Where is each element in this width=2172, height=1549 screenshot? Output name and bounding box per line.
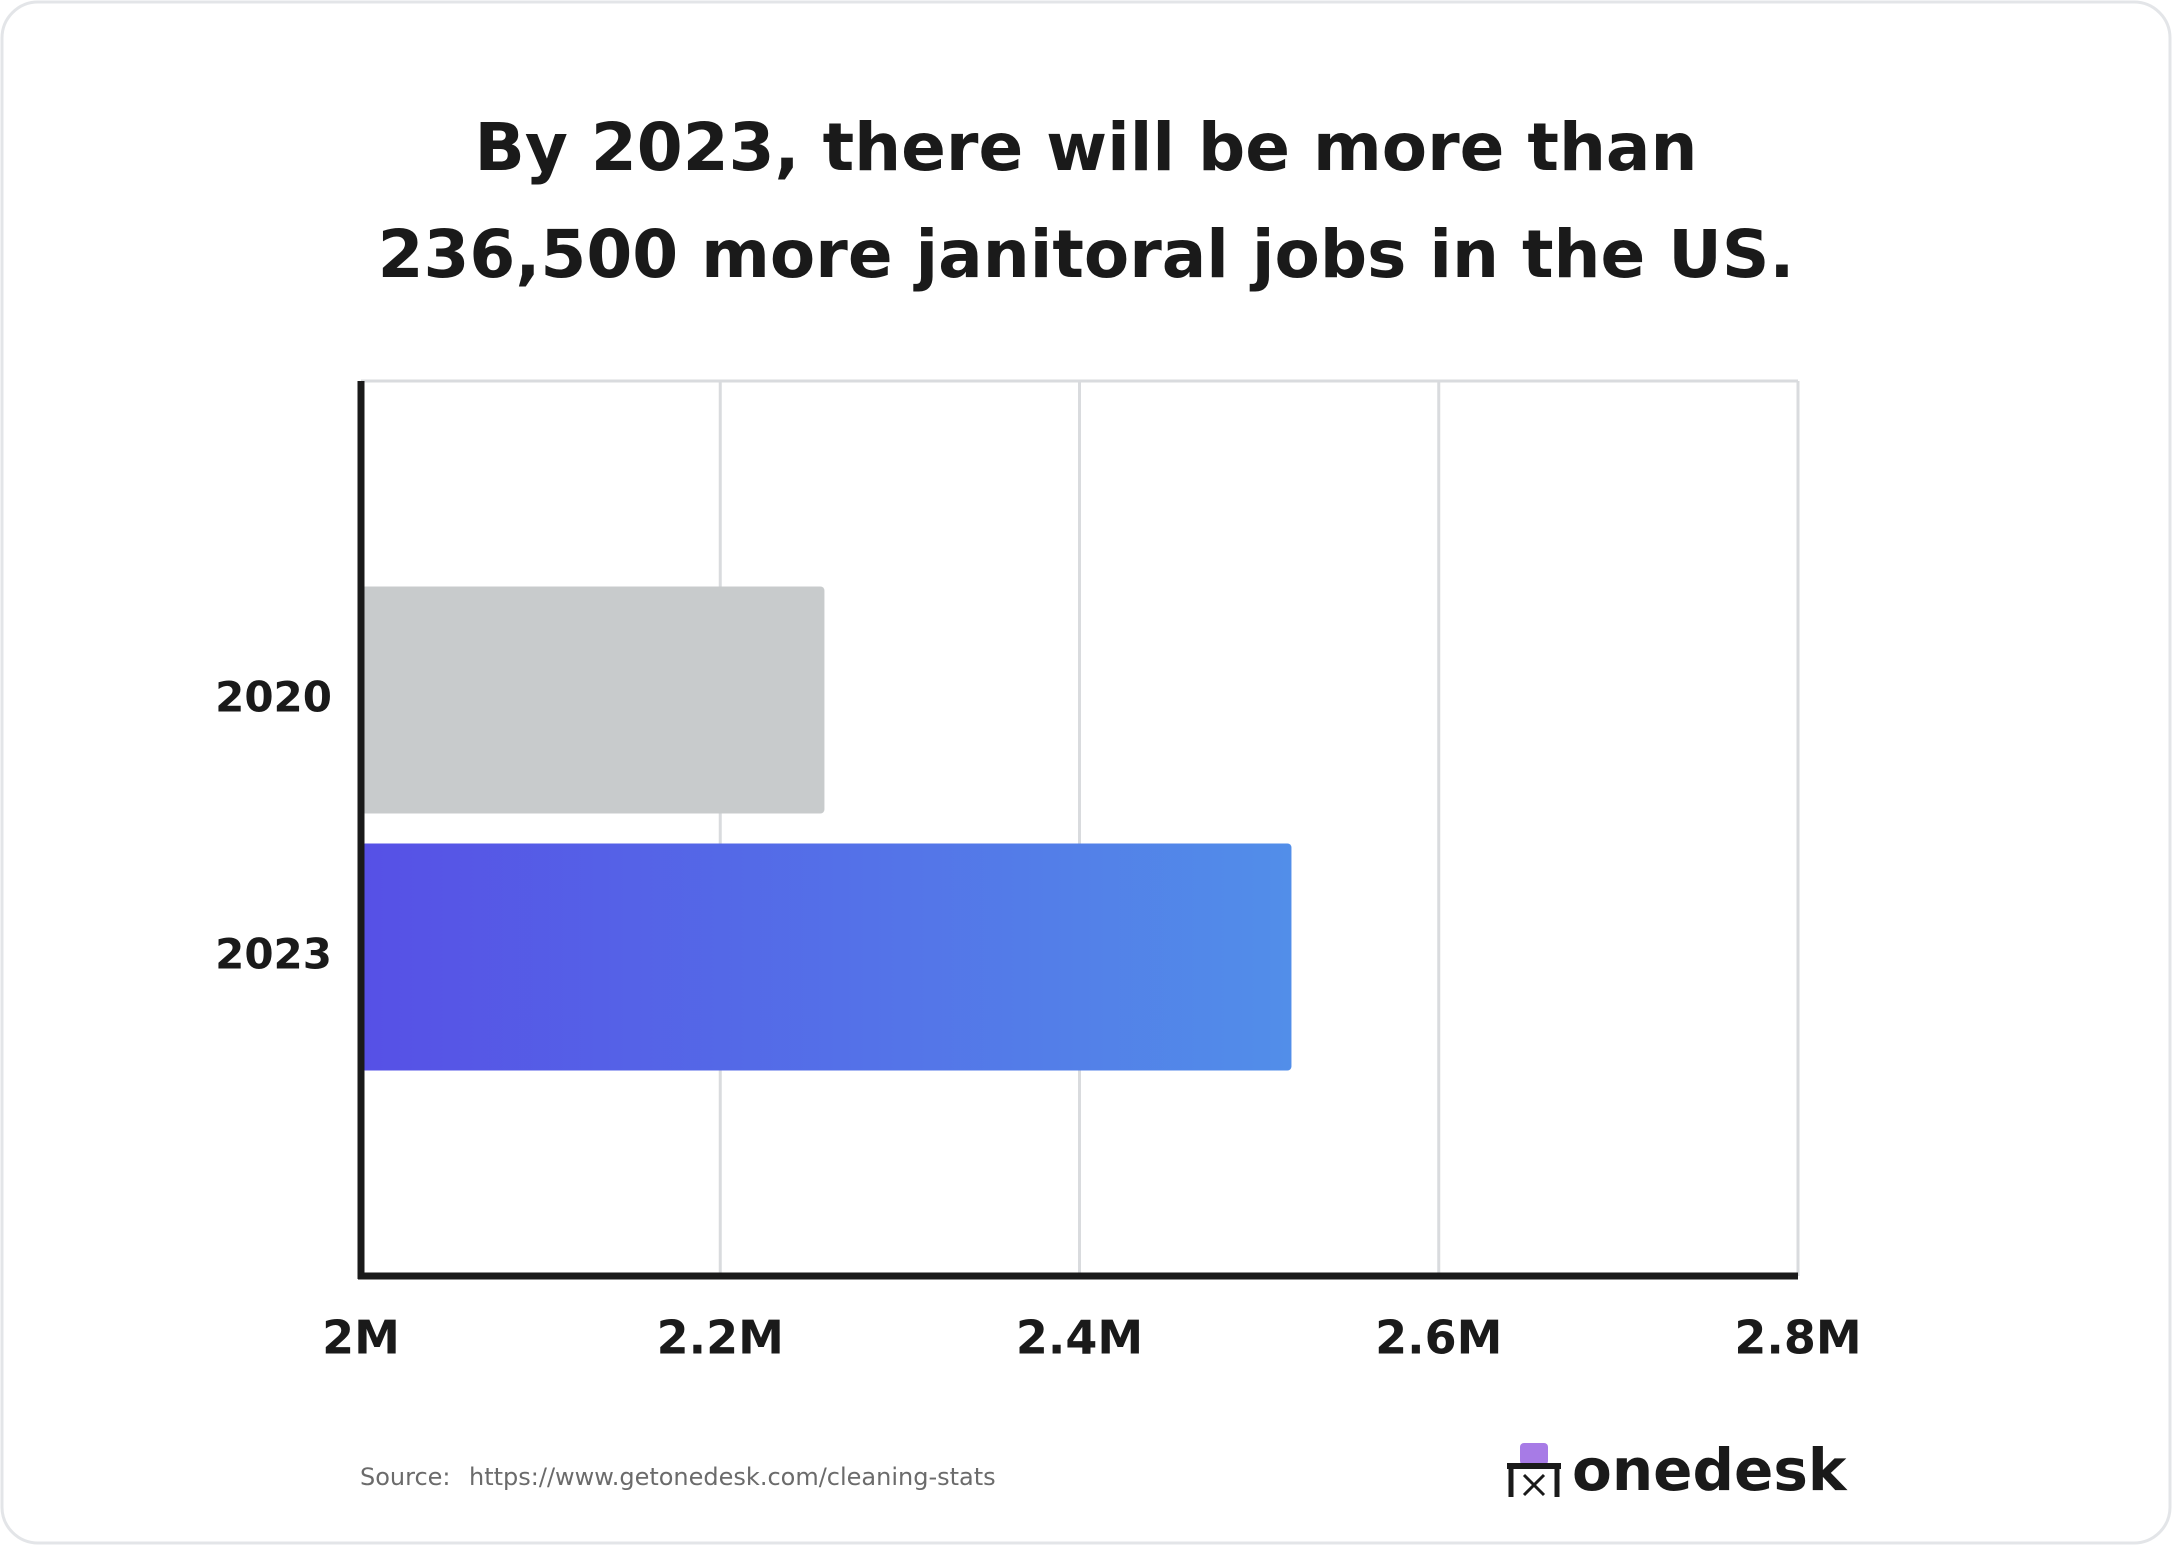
- x-tick-label: 2.4M: [1016, 1311, 1143, 1365]
- logo-chair-leg: [1522, 1473, 1546, 1497]
- x-tick-label: 2.2M: [657, 1311, 784, 1365]
- logo-chair: [1520, 1443, 1548, 1465]
- x-tick-label: 2.8M: [1734, 1311, 1861, 1365]
- plot: 2M 2.2M 2.4M 2.6M 2.8M 2020 2023: [215, 379, 1862, 1365]
- source-url: https://www.getonedesk.com/cleaning-stat…: [469, 1463, 996, 1491]
- y-tick-label: 2023: [215, 930, 332, 979]
- brand-name: onedesk: [1572, 1436, 1848, 1504]
- chart-title: By 2023, there will be more than: [475, 109, 1698, 186]
- x-tick-label: 2M: [322, 1311, 400, 1365]
- y-tick-label: 2020: [215, 673, 332, 722]
- bar: [361, 843, 1292, 1071]
- brand-logo: onedesk: [1507, 1436, 1848, 1504]
- logo-desk: [1507, 1463, 1561, 1469]
- x-tick-label: 2.6M: [1375, 1311, 1502, 1365]
- source-label: Source:: [360, 1463, 451, 1491]
- bar: [361, 586, 825, 814]
- chart-title: 236,500 more janitoral jobs in the US.: [378, 216, 1795, 293]
